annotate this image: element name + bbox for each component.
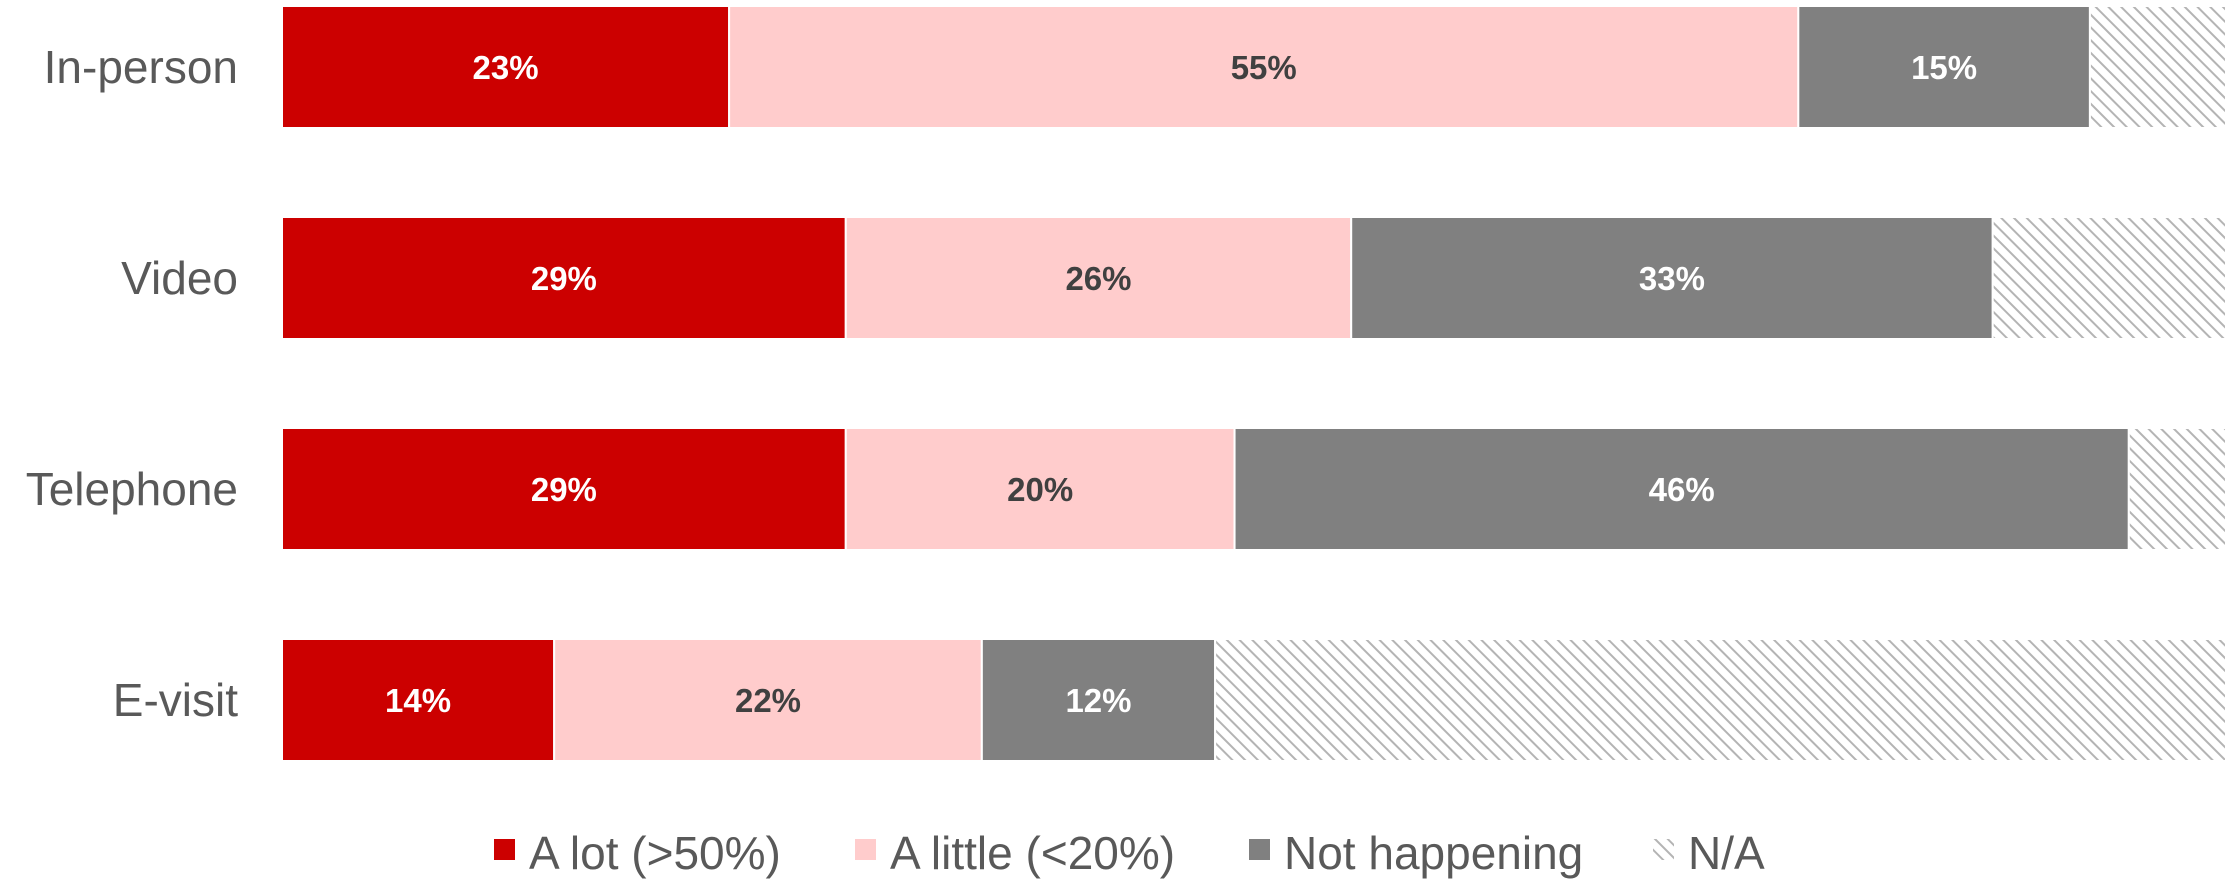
category-label-video: Video — [121, 252, 238, 304]
data-label-video-a-little-20: 26% — [1065, 260, 1131, 297]
bar-in-person-n-a — [2088, 5, 2227, 129]
legend-swatch-a-lot-50 — [494, 839, 515, 860]
legend-label-n-a: N/A — [1688, 827, 1765, 879]
bar-video-a-little-20 — [844, 216, 1353, 340]
data-label-telephone-not-happening: 46% — [1649, 471, 1715, 508]
bars-group: 23% 55% 15% 29% 26% 33% 29% 20% 46% 14% 22% 12% — [281, 5, 2228, 762]
data-label-video-a-lot-50: 29% — [531, 260, 597, 297]
data-label-telephone-a-lot-50: 29% — [531, 471, 597, 508]
bar-e-visit-not-happening — [980, 638, 1217, 762]
data-label-in-person-a-lot-50: 23% — [473, 49, 539, 86]
category-label-e-visit: E-visit — [113, 674, 238, 726]
data-label-e-visit-not-happening: 12% — [1065, 682, 1131, 719]
bar-telephone-a-little-20 — [844, 427, 1236, 551]
legend-label-a-lot-50: A lot (>50%) — [529, 827, 781, 879]
bar-in-person-a-little-20 — [728, 5, 1800, 129]
legend-swatch-not-happening — [1249, 839, 1270, 860]
bar-telephone-a-lot-50 — [281, 427, 847, 551]
category-label-in-person: In-person — [44, 41, 238, 93]
bar-e-visit-n-a — [1214, 638, 2227, 762]
bar-video-n-a — [1991, 216, 2227, 340]
data-label-e-visit-a-lot-50: 14% — [385, 682, 451, 719]
legend-label-a-little-20: A little (<20%) — [890, 827, 1175, 879]
bar-telephone-not-happening — [1233, 427, 2130, 551]
bar-telephone-n-a — [2127, 427, 2228, 551]
bar-video-not-happening — [1350, 216, 1994, 340]
category-labels: In-person Video Telephone E-visit — [26, 41, 239, 726]
legend-swatch-a-little-20 — [855, 839, 876, 860]
data-label-telephone-a-little-20: 20% — [1007, 471, 1073, 508]
bar-in-person-a-lot-50 — [281, 5, 731, 129]
legend: A lot (>50%) A little (<20%) Not happening… — [494, 827, 1765, 879]
data-label-in-person-a-little-20: 55% — [1231, 49, 1297, 86]
data-label-e-visit-a-little-20: 22% — [735, 682, 801, 719]
legend-swatch-n-a — [1653, 839, 1674, 860]
category-label-telephone: Telephone — [26, 463, 238, 515]
data-label-video-not-happening: 33% — [1639, 260, 1705, 297]
data-label-in-person-not-happening: 15% — [1911, 49, 1977, 86]
bar-in-person-not-happening — [1797, 5, 2091, 129]
bar-video-a-lot-50 — [281, 216, 847, 340]
legend-label-not-happening: Not happening — [1284, 827, 1583, 879]
bar-e-visit-a-lot-50 — [281, 638, 556, 762]
